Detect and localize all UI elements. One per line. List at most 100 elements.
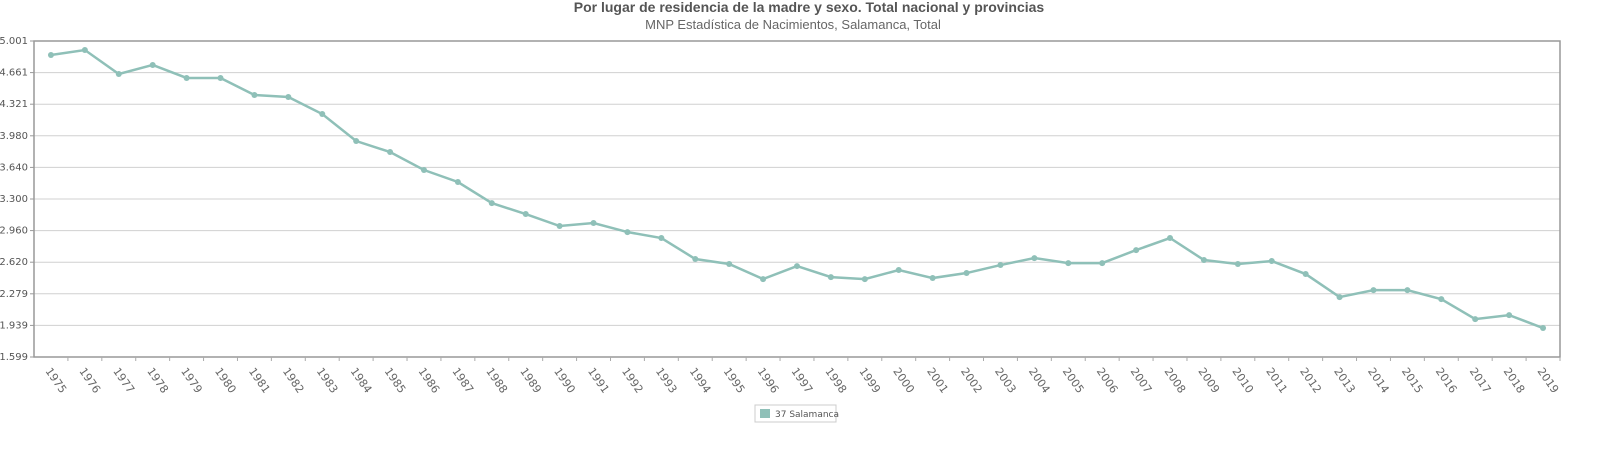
data-point[interactable] (692, 256, 699, 263)
data-point[interactable] (47, 52, 54, 59)
data-point[interactable] (1404, 287, 1411, 294)
data-point[interactable] (658, 235, 665, 242)
data-point[interactable] (251, 91, 258, 98)
x-tick-label: 1989 (517, 365, 544, 395)
data-point[interactable] (997, 262, 1004, 269)
x-tick-label: 1976 (76, 365, 103, 395)
data-point[interactable] (556, 223, 563, 230)
x-tick-label: 1991 (585, 365, 612, 395)
x-tick-label: 1984 (348, 365, 375, 395)
series-line (50, 48, 1544, 330)
data-point[interactable] (963, 270, 970, 277)
y-tick-label: 3.640 (0, 162, 28, 173)
data-point[interactable] (522, 211, 529, 218)
x-tick-label: 1996 (755, 365, 782, 395)
x-tick-label: 2001 (924, 365, 951, 395)
data-point[interactable] (1506, 312, 1513, 319)
x-tick-label: 2013 (1331, 365, 1358, 395)
x-tick-label: 2016 (1433, 365, 1460, 395)
x-tick-label: 2012 (1297, 365, 1324, 395)
data-point[interactable] (1031, 255, 1038, 262)
data-point[interactable] (760, 276, 767, 283)
data-point[interactable] (1099, 260, 1106, 267)
y-tick-label: 4.661 (0, 68, 28, 79)
data-point[interactable] (624, 229, 631, 236)
x-tick-label: 2009 (1195, 365, 1222, 395)
data-point[interactable] (1200, 257, 1207, 264)
x-tick-label: 2018 (1501, 365, 1528, 395)
data-point[interactable] (488, 200, 495, 207)
data-point[interactable] (590, 220, 597, 227)
legend[interactable]: 37 Salamanca (754, 404, 839, 423)
x-tick-label: 1981 (246, 365, 273, 395)
y-tick-label: 4.321 (0, 99, 28, 110)
x-tick-label: 2014 (1365, 365, 1392, 395)
x-tick-label: 1997 (789, 365, 816, 395)
data-point[interactable] (319, 111, 326, 118)
data-point[interactable] (1438, 296, 1445, 303)
data-point[interactable] (827, 274, 834, 281)
x-tick-label: 1983 (314, 365, 341, 395)
data-point[interactable] (726, 261, 733, 268)
x-tick-label: 2010 (1229, 365, 1256, 395)
x-tick-label: 1999 (856, 365, 883, 395)
data-point[interactable] (1167, 235, 1174, 242)
data-point[interactable] (115, 70, 122, 77)
data-point[interactable] (217, 74, 224, 81)
data-point[interactable] (1302, 271, 1309, 278)
data-point[interactable] (1336, 294, 1343, 301)
x-tick-label: 2004 (1026, 365, 1053, 395)
y-tick-label: 2.960 (0, 226, 28, 237)
x-tick-label: 1979 (178, 365, 205, 395)
x-tick-label: 1995 (721, 365, 748, 395)
y-tick-label: 3.980 (0, 131, 28, 142)
x-tick-label: 2008 (1162, 365, 1189, 395)
x-tick-label: 2007 (1128, 365, 1155, 395)
x-tick-label: 1985 (382, 365, 409, 395)
x-tick-label: 1994 (687, 365, 714, 395)
data-point[interactable] (1234, 261, 1241, 268)
data-point[interactable] (794, 263, 800, 270)
x-tick-label: 2005 (1060, 365, 1087, 395)
data-point[interactable] (149, 61, 156, 68)
data-point[interactable] (183, 74, 190, 81)
x-tick-label: 1980 (212, 365, 239, 395)
data-point[interactable] (895, 267, 902, 274)
data-point[interactable] (285, 94, 292, 101)
y-tick-label: 2.279 (0, 289, 28, 300)
data-point[interactable] (861, 276, 868, 283)
x-tick-label: 2000 (890, 365, 917, 395)
x-tick-label: 1975 (42, 365, 69, 395)
x-tick-label: 1977 (110, 365, 137, 395)
y-tick-label: 2.620 (0, 257, 28, 268)
data-point[interactable] (81, 47, 88, 54)
x-tick-label: 1990 (551, 365, 578, 395)
x-tick-label: 2019 (1535, 365, 1562, 395)
data-point[interactable] (1268, 258, 1275, 265)
data-point[interactable] (1370, 287, 1377, 294)
data-point[interactable] (1540, 325, 1547, 332)
x-tick-label: 1978 (144, 365, 171, 395)
data-point[interactable] (420, 167, 427, 174)
data-point[interactable] (387, 148, 394, 155)
x-tick-label: 1982 (280, 365, 307, 395)
legend-box (754, 404, 837, 423)
x-tick-label: 1987 (449, 365, 476, 395)
x-tick-label: 1992 (619, 365, 646, 395)
data-point[interactable] (454, 179, 461, 186)
data-point[interactable] (353, 138, 360, 145)
x-tick-label: 1993 (653, 365, 680, 395)
x-tick-label: 2015 (1399, 365, 1426, 395)
data-point[interactable] (929, 275, 936, 282)
y-tick-label: 1.939 (0, 320, 28, 331)
data-point[interactable] (1472, 316, 1479, 323)
x-tick-label: 2017 (1467, 365, 1494, 395)
x-tick-label: 2011 (1263, 365, 1290, 395)
x-tick-label: 1998 (822, 365, 849, 395)
x-tick-label: 2006 (1094, 365, 1121, 395)
chart-title: Por lugar de residencia de la madre y se… (574, 0, 1045, 15)
data-point[interactable] (1133, 247, 1140, 254)
x-tick-label: 2002 (958, 365, 985, 395)
y-tick-label: 1.599 (0, 352, 28, 363)
data-point[interactable] (1065, 260, 1072, 267)
